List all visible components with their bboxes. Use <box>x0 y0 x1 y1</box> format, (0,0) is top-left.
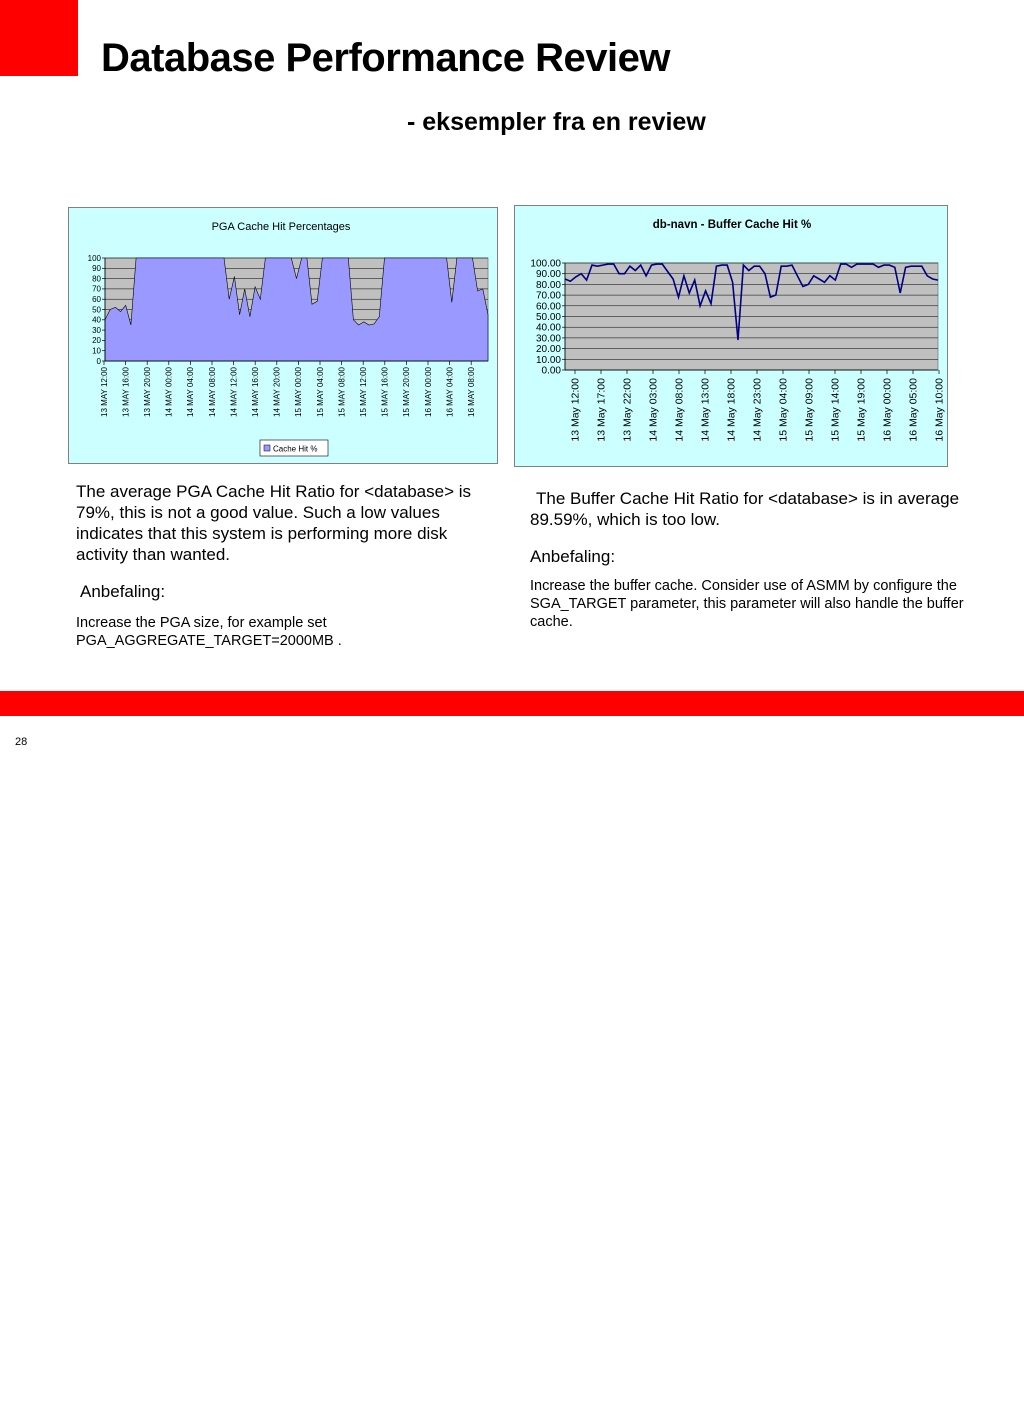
x-tick-label: 15 MAY 16:00 <box>381 366 390 417</box>
x-tick-label: 16 MAY 08:00 <box>467 366 476 417</box>
pga-recommendation-heading: Anbefaling: <box>80 582 166 601</box>
y-tick-label: 60 <box>92 295 101 304</box>
x-tick-label: 14 MAY 12:00 <box>229 366 238 417</box>
x-tick-label: 16 May 10:00 <box>934 378 946 442</box>
y-tick-label: 0.00 <box>542 366 562 377</box>
x-tick-label: 14 MAY 00:00 <box>165 366 174 417</box>
y-tick-label: 20.00 <box>536 344 561 355</box>
buffer-summary-text: The Buffer Cache Hit Ratio for <database… <box>530 489 960 529</box>
y-tick-label: 80 <box>92 274 101 283</box>
y-tick-label: 80.00 <box>536 280 561 291</box>
y-tick-label: 30 <box>92 326 101 335</box>
x-tick-label: 13 May 12:00 <box>570 378 582 442</box>
x-tick-label: 14 MAY 04:00 <box>186 366 195 417</box>
x-tick-label: 16 May 00:00 <box>882 378 894 442</box>
y-tick-label: 10.00 <box>536 355 561 366</box>
chart-title: db-navn - Buffer Cache Hit % <box>653 219 811 231</box>
x-tick-label: 14 May 18:00 <box>726 378 738 442</box>
y-tick-label: 50.00 <box>536 312 561 323</box>
x-tick-label: 14 MAY 16:00 <box>251 366 260 417</box>
x-tick-label: 16 MAY 04:00 <box>445 366 454 417</box>
pga-recommendation-text: Increase the PGA size, for example set P… <box>76 615 342 649</box>
x-tick-label: 14 MAY 20:00 <box>273 366 282 417</box>
x-tick-label: 15 MAY 12:00 <box>359 366 368 417</box>
x-tick-label: 13 May 17:00 <box>596 378 608 442</box>
y-tick-label: 100.00 <box>530 259 561 270</box>
page-number: 28 <box>15 736 28 748</box>
y-tick-label: 50 <box>92 305 101 314</box>
y-tick-label: 40 <box>92 316 101 325</box>
buffer-chart-container: db-navn - Buffer Cache Hit % 0.00 10.00 20.… <box>514 205 948 467</box>
x-tick-label: 14 May 08:00 <box>674 378 686 442</box>
y-tick-label: 0 <box>97 357 102 366</box>
y-tick-label: 90.00 <box>536 269 561 280</box>
y-tick-label: 40.00 <box>536 323 561 334</box>
legend-swatch <box>263 444 271 452</box>
x-tick-label: 15 May 19:00 <box>856 378 868 442</box>
x-tick-label: 13 MAY 12:00 <box>100 366 109 417</box>
buffer-recommendation-heading: Anbefaling: <box>530 547 616 566</box>
y-tick-label: 60.00 <box>536 301 561 312</box>
x-tick-label: 16 May 05:00 <box>908 378 920 442</box>
y-tick-label: 90 <box>92 264 101 273</box>
corner-accent-block <box>0 0 78 76</box>
y-tick-label: 30.00 <box>536 333 561 344</box>
y-tick-label: 70 <box>92 285 101 294</box>
y-tick-label: 20 <box>92 336 101 345</box>
x-tick-label: 15 May 09:00 <box>804 378 816 442</box>
x-tick-label: 13 May 22:00 <box>622 378 634 442</box>
slide-subtitle: - eksempler fra en review <box>407 108 706 136</box>
pga-summary-text: The average PGA Cache Hit Ratio for <dat… <box>76 482 472 564</box>
buffer-recommendation-text: Increase the buffer cache. Consider use … <box>530 578 964 630</box>
buffer-cache-hit-chart: db-navn - Buffer Cache Hit % 0.0010.0020.… <box>514 205 948 467</box>
x-tick-label: 15 May 04:00 <box>778 378 790 442</box>
pga-chart-container: PGA Cache Hit Percentages 0 10 20 30 40 50 60 70… <box>68 207 498 464</box>
x-tick-label: 15 MAY 00:00 <box>294 366 303 417</box>
legend-label: Cache Hit % <box>273 445 317 454</box>
x-tick-label: 14 MAY 08:00 <box>208 366 217 417</box>
legend-box <box>259 439 329 457</box>
y-tick-label: 10 <box>92 347 101 356</box>
x-tick-label: 16 MAY 00:00 <box>424 366 433 417</box>
x-tick-label: 14 May 13:00 <box>700 378 712 442</box>
oracle-logo: ORACLE <box>852 1386 933 1405</box>
x-tick-label: 15 MAY 08:00 <box>337 366 346 417</box>
series-line <box>564 263 939 341</box>
x-tick-label: 14 May 23:00 <box>752 378 764 442</box>
x-tick-label: 13 MAY 20:00 <box>143 366 152 417</box>
x-tick-label: 13 MAY 16:00 <box>121 366 130 417</box>
x-tick-label: 15 MAY 20:00 <box>402 366 411 417</box>
x-tick-label: 15 MAY 04:00 <box>316 366 325 417</box>
series-area <box>104 257 489 362</box>
y-tick-label: 70.00 <box>536 291 561 302</box>
chart-title: PGA Cache Hit Percentages <box>212 221 351 233</box>
x-tick-label: 15 May 14:00 <box>830 378 842 442</box>
x-tick-label: 14 May 03:00 <box>648 378 660 442</box>
y-tick-label: 100 <box>88 254 102 263</box>
slide-title: Database Performance Review <box>101 36 671 80</box>
footer-bar: ORACLE <box>0 691 1024 1405</box>
